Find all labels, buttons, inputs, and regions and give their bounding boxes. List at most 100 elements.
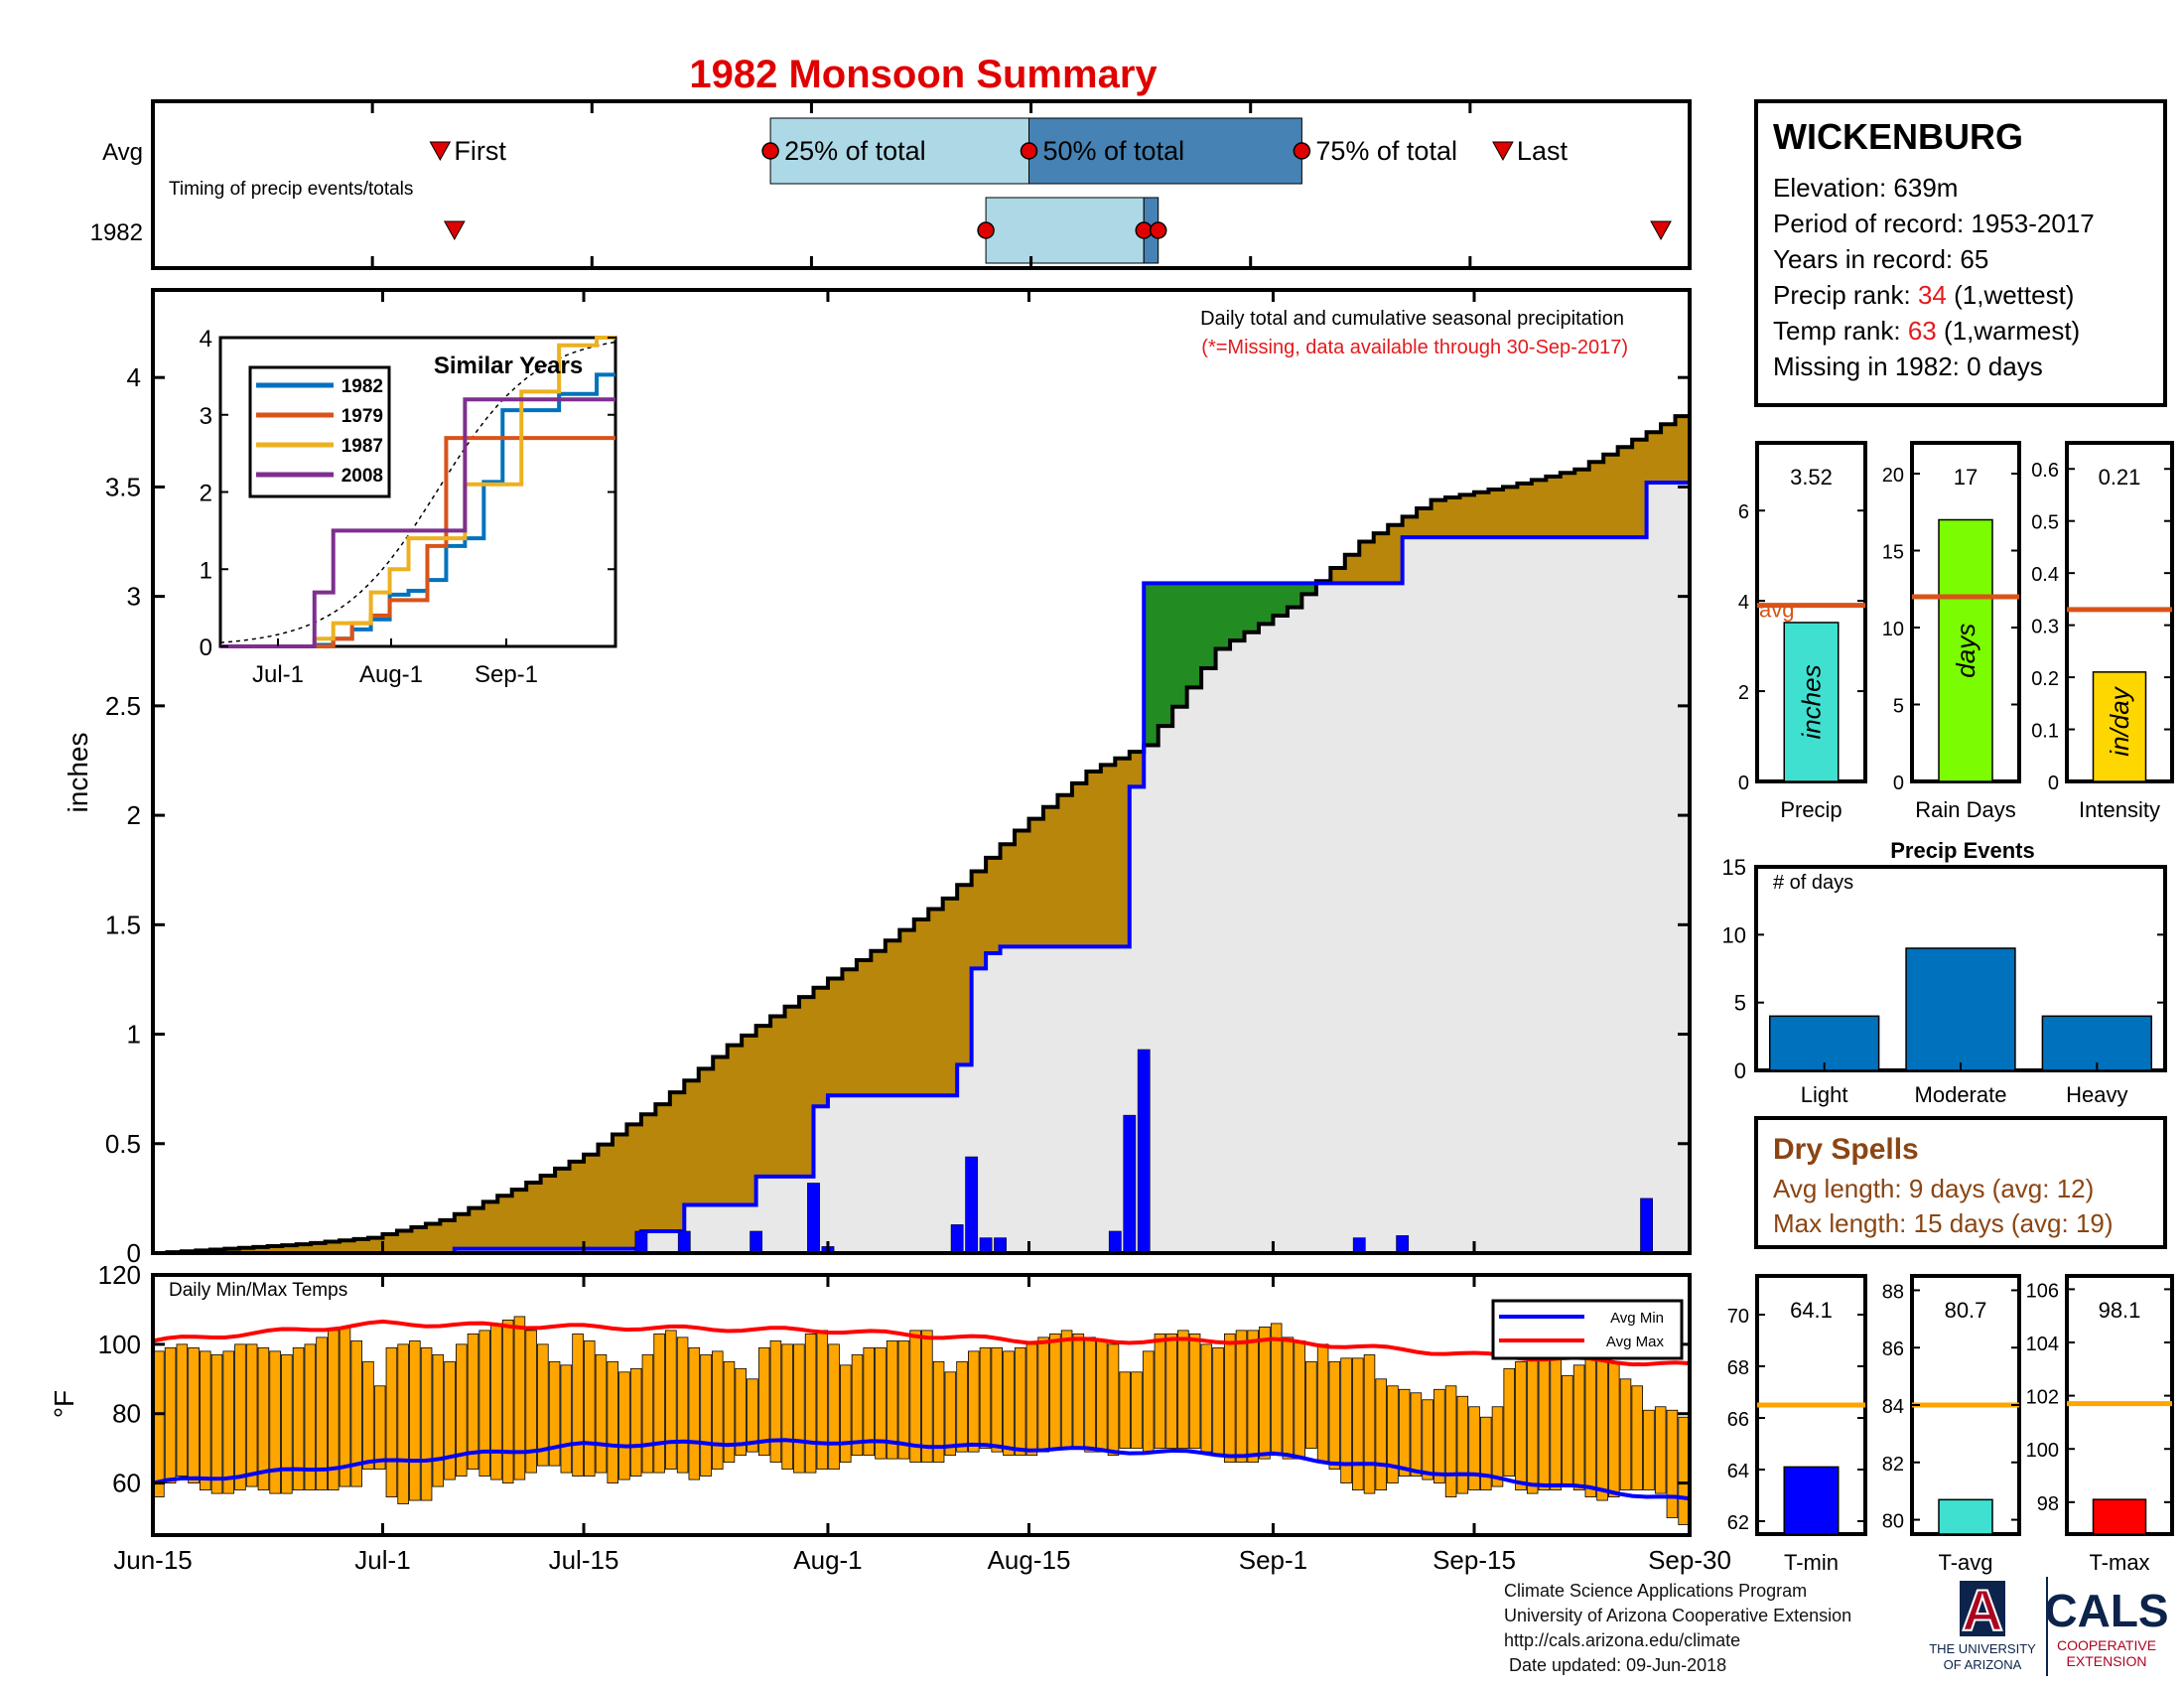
temp-range-bar [1340,1357,1352,1483]
inset-xtick-label: Aug-1 [359,661,423,688]
temp-title: Daily Min/Max Temps [169,1280,347,1301]
daily-precip-bar [965,1156,979,1254]
temp-range-bar [1060,1330,1073,1450]
x-axis-tick-label: Sep-1 [1239,1545,1307,1575]
temp-range-bar [339,1327,351,1487]
temp-range-bar [316,1336,328,1490]
daily-precip-bar [1123,1114,1137,1254]
daily-precip-bar [807,1183,820,1254]
temp-range-bar [921,1330,933,1464]
station-period: Period of record: 1953-2017 [1773,209,2095,238]
avg-q50-q75-box [1028,117,1302,185]
temp-range-bar [769,1339,782,1464]
intensity_summary-ytick-label: 0.6 [2031,460,2059,482]
temp-range-bar [1398,1388,1411,1477]
rain_days_summary-bar-text: days [1951,624,1980,678]
daily-precip-bar [950,1224,964,1254]
precip-panel: 0 0.5 1 1.5 2 2.5 3 3.5 4 inches Daily total and… [63,288,1692,1268]
temp-range-bar [1259,1327,1271,1460]
temp-range-bar [1247,1330,1259,1464]
temp-range-bar [1294,1339,1305,1460]
footer-credits: Climate Science Applications Program Uni… [1504,1579,1851,1678]
precip-events-bar [2041,1015,2153,1071]
temp-range-bar [747,1378,758,1453]
temp-range-bar [641,1353,654,1474]
temp-range-bar [1188,1333,1201,1450]
x-axis-tick-label: Jun-15 [113,1545,193,1575]
temp-range-bar [257,1346,270,1490]
temp-range-bar [362,1360,374,1471]
inset-xtick-label: Sep-1 [475,661,538,688]
x-axis-tick-label: Sep-15 [1433,1545,1516,1575]
precip-ytick-label: 2.5 [105,691,141,721]
tmax_summary-ytick-label: 98 [2037,1493,2059,1515]
precip-ytick-label: 0.5 [105,1129,141,1159]
intensity_summary-ytick-label: 0 [2048,773,2059,794]
precip-ytick-label: 2 [127,800,141,830]
temp-range-bar [793,1343,805,1474]
legend-avg-min: Avg Min [1610,1310,1664,1327]
temp-range-bar [1003,1350,1015,1457]
precip-caption: Daily total and cumulative seasonal prec… [1200,308,1624,330]
temp-range-bar [676,1336,689,1474]
temp-range-bar [1480,1416,1492,1490]
temp-range-bar [875,1346,887,1460]
temp-range-bar [222,1350,234,1494]
temp-range-bar [1491,1406,1504,1487]
temp-range-bar [968,1350,980,1453]
temp-range-bar [1444,1385,1457,1497]
temp-range-bar [991,1346,1003,1453]
temp-range-bar [595,1353,608,1474]
tavg_summary-ytick-label: 88 [1882,1281,1904,1303]
precip-ytick-label: 0 [127,1238,141,1268]
station-temp-rank: Temp rank: 63 (1,warmest) [1773,316,2080,346]
station-years: Years in record: 65 [1773,244,1988,274]
temp-range-bar [1328,1360,1341,1471]
precip-events-category-label: Light [1801,1082,1848,1107]
temp-range-bar [385,1346,398,1497]
avg-first-marker [429,141,452,162]
intensity_summary-bar [2092,671,2147,782]
precip-ytick-label: 3 [127,582,141,612]
intensity_summary-category-label: Intensity [2079,797,2160,822]
similar-years-inset: 0 1 2 3 4 Jul-1 Aug-1 Sep-1 1982 1979 1987 2008 Si… [200,326,617,688]
temp-range-bar [688,1346,701,1480]
inset-average-line [219,341,616,643]
avg-max-line [152,1319,1691,1367]
precip-events-ytick-label: 0 [1734,1058,1746,1083]
precip-ytick-label: 1 [127,1020,141,1050]
temp-range-bar [723,1360,736,1464]
inset-legend-label: 2008 [341,466,383,487]
intensity_summary-ytick-label: 0.4 [2031,564,2059,586]
temp-range-bar [548,1360,561,1467]
inset-title: Similar Years [434,352,583,379]
temp-range-bar [1107,1343,1120,1457]
footer-line-4: Date updated: 09-Jun-2018 [1504,1655,1727,1675]
tavg_summary-category-label: T-avg [1938,1550,1992,1575]
temp-range-bar [537,1343,549,1467]
year-q75-marker [1149,221,1167,239]
temp-range-bar [1631,1385,1643,1490]
x-axis-tick-label: Aug-1 [793,1545,862,1575]
temp-range-bar [1433,1388,1445,1484]
temp-range-bar [572,1333,584,1477]
temp-range-bar [863,1346,875,1457]
tmin_summary-ytick-label: 66 [1727,1409,1749,1431]
temp-range-bar [1037,1336,1049,1453]
temp-range-bar [1608,1360,1620,1497]
precip-rank-value: 34 [1918,280,1947,310]
year-q50-marker [1135,221,1153,239]
temp-range-bar [607,1360,618,1484]
tmax_summary-ytick-label: 102 [2026,1387,2059,1409]
temp-range-bar [1572,1364,1585,1490]
temp-range-bar [1096,1339,1108,1453]
dry-spells-title: Dry Spells [1773,1133,1919,1166]
inset-ytick-label: 4 [200,326,212,352]
temp-range-bar [618,1371,630,1480]
tmax_summary-value-label: 98.1 [2099,1298,2141,1323]
inset-legend-label: 1979 [341,406,383,427]
intensity_summary-ytick-label: 0.1 [2031,721,2059,743]
temp-range-bar [700,1353,712,1477]
ua-logo-line1: THE UNIVERSITY [1929,1641,2036,1656]
